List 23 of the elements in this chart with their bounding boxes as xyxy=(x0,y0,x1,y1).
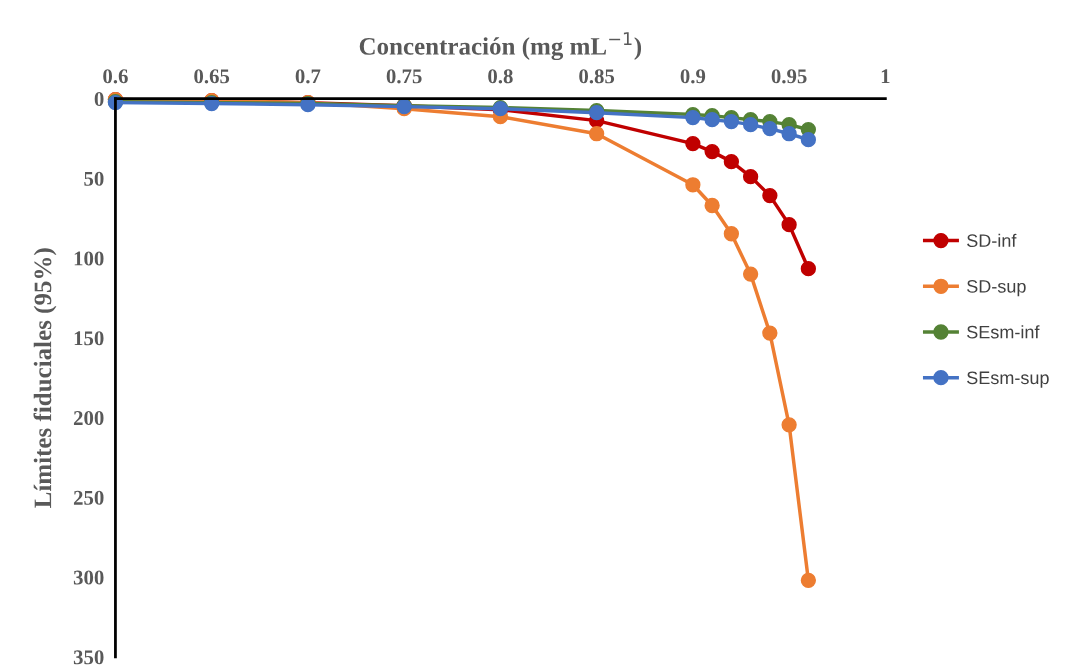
x-tick-label: 0.7 xyxy=(295,69,321,84)
y-tick-label: 0 xyxy=(94,92,104,107)
y-axis-title: Límites fiduciales (95%) xyxy=(33,248,57,508)
x-tick-label: 0.75 xyxy=(386,69,422,84)
y-tick-label: 250 xyxy=(73,490,104,505)
y-tick-label: 50 xyxy=(84,171,104,186)
x-tick-label: 0.95 xyxy=(771,69,807,84)
y-tick-label: 300 xyxy=(73,570,104,585)
x-tick-label: 0.9 xyxy=(680,69,706,84)
y-tick-label: 200 xyxy=(73,411,104,426)
legend-label: SEsm-sup xyxy=(967,371,1049,388)
legend-label: SD-sup xyxy=(967,279,1026,297)
x-tick-label: 0.6 xyxy=(103,69,128,84)
x-tick-label: 0.85 xyxy=(579,69,615,84)
y-tick-label: 100 xyxy=(74,251,104,266)
x-axis-title: Concentración (mg mL$^{−1}$) xyxy=(359,32,642,61)
legend-label: SEsm-inf xyxy=(967,325,1040,339)
x-tick-label: 0.8 xyxy=(488,69,513,84)
y-tick-label: 350 xyxy=(73,650,104,665)
y-tick-label: 150 xyxy=(74,331,104,346)
legend-label: SD-inf xyxy=(967,233,1017,248)
x-tick-label: 1 xyxy=(881,69,890,84)
x-tick-label: 0.65 xyxy=(194,69,230,84)
